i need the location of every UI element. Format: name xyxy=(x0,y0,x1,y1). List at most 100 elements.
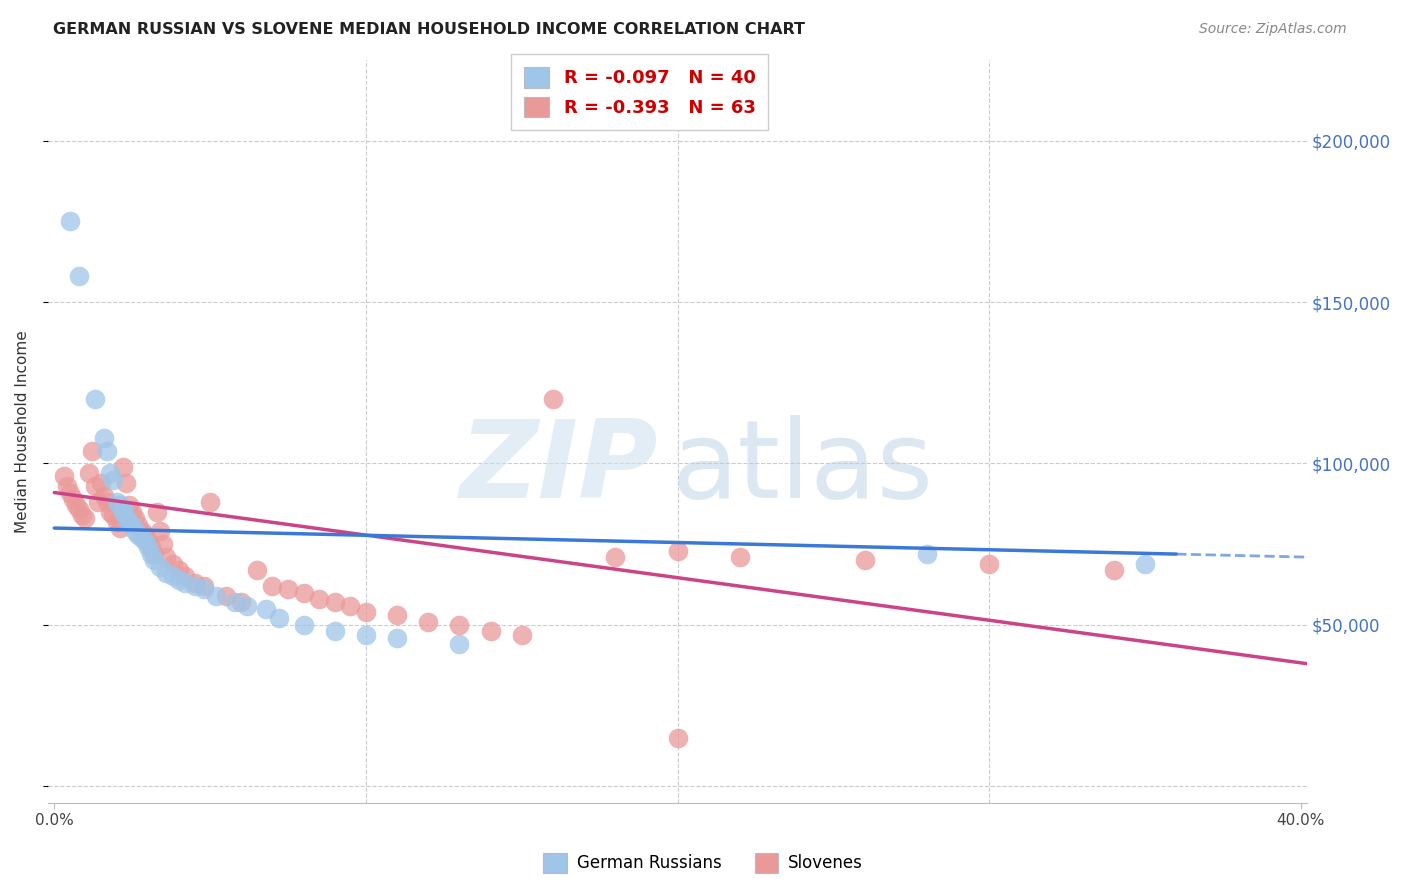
Point xyxy=(323,595,346,609)
Point xyxy=(308,592,330,607)
Point xyxy=(118,515,141,529)
Point xyxy=(418,615,440,629)
Point xyxy=(103,473,125,487)
Point xyxy=(339,599,361,613)
Point xyxy=(75,511,97,525)
Point xyxy=(111,501,134,516)
Point xyxy=(155,566,177,581)
Point xyxy=(105,515,128,529)
Point xyxy=(131,524,153,539)
Point xyxy=(162,569,184,583)
Text: ZIP: ZIP xyxy=(460,416,658,521)
Point xyxy=(62,491,84,506)
Legend: R = -0.097   N = 40, R = -0.393   N = 63: R = -0.097 N = 40, R = -0.393 N = 63 xyxy=(512,54,768,130)
Point xyxy=(100,466,122,480)
Point xyxy=(96,495,118,509)
Point xyxy=(77,466,100,480)
Point xyxy=(72,508,94,523)
Point xyxy=(55,479,77,493)
Point xyxy=(666,731,689,745)
Point xyxy=(479,624,502,639)
Point xyxy=(115,511,138,525)
Point xyxy=(136,541,159,555)
Point xyxy=(146,505,169,519)
Legend: German Russians, Slovenes: German Russians, Slovenes xyxy=(537,847,869,880)
Point xyxy=(193,579,215,593)
Point xyxy=(224,595,246,609)
Point xyxy=(183,579,205,593)
Point xyxy=(139,547,162,561)
Point xyxy=(254,601,277,615)
Point xyxy=(853,553,876,567)
Point xyxy=(67,501,90,516)
Point xyxy=(231,595,253,609)
Point xyxy=(105,495,128,509)
Point xyxy=(96,443,118,458)
Point xyxy=(246,563,269,577)
Point xyxy=(100,505,122,519)
Point xyxy=(354,605,377,619)
Point xyxy=(385,608,408,623)
Point xyxy=(108,499,131,513)
Point xyxy=(52,469,75,483)
Point xyxy=(134,533,156,548)
Point xyxy=(118,499,141,513)
Point xyxy=(385,631,408,645)
Point xyxy=(108,521,131,535)
Point xyxy=(111,505,134,519)
Point xyxy=(121,517,143,532)
Point xyxy=(90,475,112,490)
Point xyxy=(205,589,228,603)
Point xyxy=(131,531,153,545)
Point xyxy=(127,517,149,532)
Point xyxy=(193,582,215,597)
Point xyxy=(541,392,564,406)
Point xyxy=(162,557,184,571)
Point xyxy=(174,569,197,583)
Point xyxy=(93,431,115,445)
Point xyxy=(449,637,471,651)
Point xyxy=(292,618,315,632)
Point xyxy=(167,563,190,577)
Point xyxy=(1133,557,1156,571)
Point xyxy=(915,547,938,561)
Point xyxy=(59,214,82,228)
Text: GERMAN RUSSIAN VS SLOVENE MEDIAN HOUSEHOLD INCOME CORRELATION CHART: GERMAN RUSSIAN VS SLOVENE MEDIAN HOUSEHO… xyxy=(53,22,806,37)
Point xyxy=(174,576,197,591)
Point xyxy=(134,527,156,541)
Point xyxy=(103,508,125,523)
Point xyxy=(83,479,105,493)
Point xyxy=(59,485,82,500)
Point xyxy=(277,582,299,597)
Point xyxy=(449,618,471,632)
Point xyxy=(83,392,105,406)
Point xyxy=(121,505,143,519)
Point xyxy=(143,547,166,561)
Point xyxy=(139,541,162,555)
Point xyxy=(267,611,290,625)
Point xyxy=(152,537,174,551)
Point xyxy=(143,553,166,567)
Point xyxy=(111,459,134,474)
Point xyxy=(183,576,205,591)
Point xyxy=(323,624,346,639)
Point xyxy=(136,533,159,548)
Point xyxy=(115,475,138,490)
Point xyxy=(149,559,172,574)
Point xyxy=(979,557,1001,571)
Point xyxy=(666,543,689,558)
Point xyxy=(124,511,146,525)
Point xyxy=(155,550,177,565)
Point xyxy=(87,495,110,509)
Point xyxy=(93,489,115,503)
Point xyxy=(1102,563,1125,577)
Point xyxy=(124,524,146,539)
Point xyxy=(80,443,103,458)
Text: Source: ZipAtlas.com: Source: ZipAtlas.com xyxy=(1199,22,1347,37)
Point xyxy=(198,495,221,509)
Point xyxy=(262,579,284,593)
Point xyxy=(167,573,190,587)
Point xyxy=(510,627,533,641)
Point xyxy=(149,524,172,539)
Text: atlas: atlas xyxy=(671,416,934,521)
